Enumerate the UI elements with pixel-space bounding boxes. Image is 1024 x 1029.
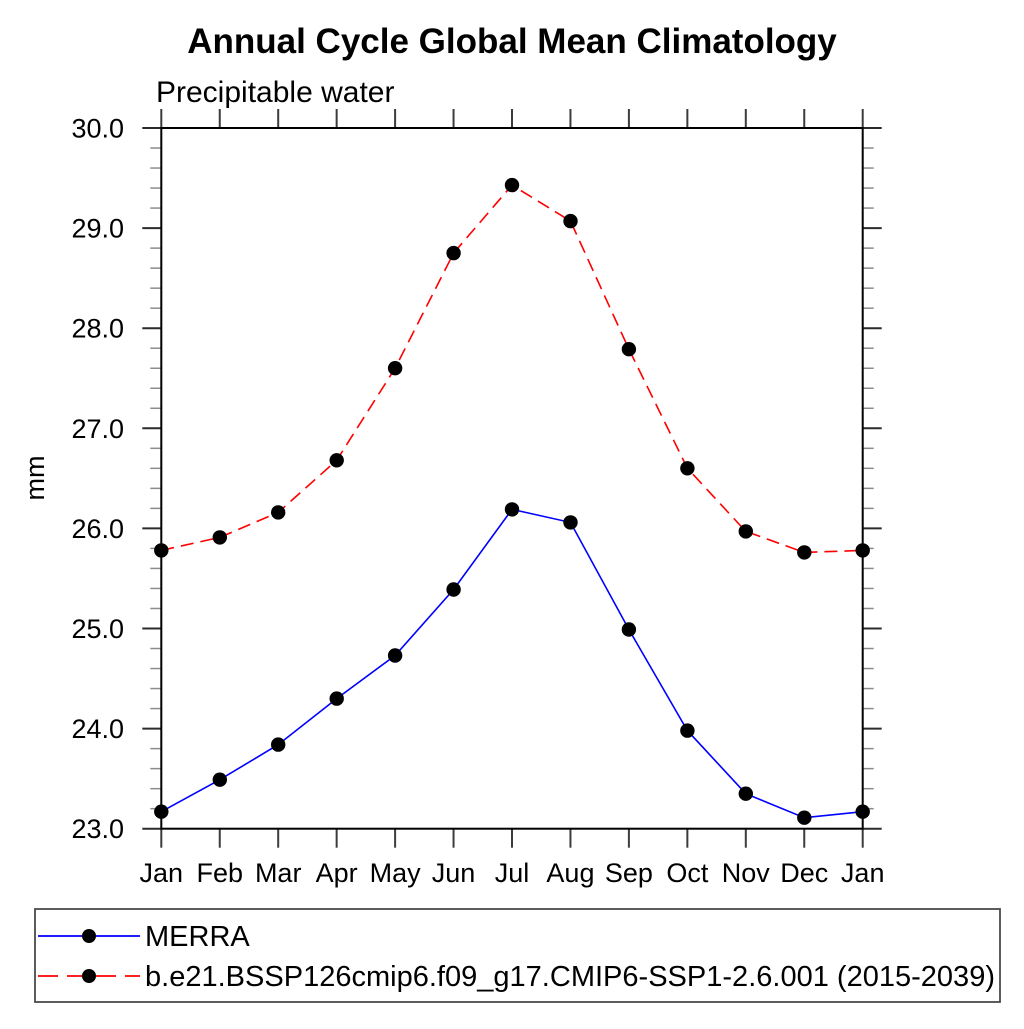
x-tick-labels: Jan Feb Mar Apr May Jun Jul Aug Sep Oct Nov Dec Jan bbox=[140, 858, 885, 888]
legend-label-merra: MERRA bbox=[145, 921, 250, 953]
legend-marker-icon bbox=[82, 969, 96, 983]
series-0-line bbox=[160, 508, 863, 819]
chart-subtitle: Precipitable water bbox=[156, 76, 394, 109]
series-0-marker bbox=[504, 502, 520, 517]
data-series bbox=[154, 177, 870, 825]
y-tick-label: 26.0 bbox=[71, 514, 124, 544]
series-0-marker bbox=[212, 772, 227, 787]
plot-frame bbox=[160, 127, 864, 830]
series-1-marker bbox=[504, 177, 520, 193]
legend-box bbox=[34, 908, 1001, 1003]
series-1-marker bbox=[621, 342, 637, 357]
chart-title: Annual Cycle Global Mean Climatology bbox=[187, 22, 837, 61]
series-0-marker bbox=[797, 810, 812, 825]
x-month-label: Mar bbox=[255, 858, 302, 888]
series-1-marker bbox=[271, 505, 286, 520]
x-month-label: Jul bbox=[495, 858, 530, 888]
series-1-marker bbox=[387, 361, 403, 376]
series-0-marker bbox=[738, 786, 753, 801]
series-0-marker bbox=[154, 804, 169, 819]
series-1-marker bbox=[797, 545, 812, 560]
x-month-label: Jan bbox=[841, 858, 885, 888]
y-tick-label: 30.0 bbox=[71, 114, 124, 144]
series-0-marker bbox=[271, 737, 286, 752]
y-tick-labels: 30.0 29.0 28.0 27.0 26.0 25.0 24.0 23.0 bbox=[71, 114, 124, 845]
series-1-marker bbox=[154, 543, 169, 558]
y-axis-unit-label: mm bbox=[20, 456, 50, 501]
series-1-marker bbox=[738, 524, 753, 539]
series-1-marker bbox=[329, 453, 344, 468]
x-month-label: Feb bbox=[196, 858, 243, 888]
series-1-line bbox=[161, 184, 863, 554]
y-tick-label: 28.0 bbox=[71, 314, 124, 344]
series-1-marker bbox=[446, 245, 461, 261]
x-month-label: Nov bbox=[722, 858, 771, 888]
x-month-label: Aug bbox=[546, 858, 594, 888]
x-month-label: Jan bbox=[140, 858, 184, 888]
y-tick-label: 29.0 bbox=[71, 214, 124, 244]
legend-marker-icon bbox=[82, 929, 96, 943]
series-0-marker bbox=[855, 804, 870, 819]
x-month-label: Dec bbox=[780, 858, 828, 888]
series-1-marker bbox=[212, 530, 227, 545]
series-0-marker bbox=[446, 582, 461, 597]
y-tick-label: 23.0 bbox=[71, 814, 124, 844]
series-1-marker bbox=[680, 461, 695, 476]
series-1-marker bbox=[855, 543, 870, 558]
series-0-marker bbox=[387, 648, 403, 663]
y-tick-label: 25.0 bbox=[71, 614, 124, 644]
series-0-marker bbox=[329, 691, 344, 706]
y-tick-label: 24.0 bbox=[71, 714, 124, 744]
x-month-label: Sep bbox=[605, 858, 653, 888]
x-month-label: May bbox=[370, 858, 422, 888]
series-0-marker bbox=[680, 723, 695, 738]
x-month-label: Jun bbox=[432, 858, 476, 888]
series-0-marker bbox=[621, 622, 637, 637]
series-0-marker bbox=[563, 515, 578, 530]
y-tick-label: 27.0 bbox=[71, 414, 124, 444]
x-month-label: Oct bbox=[666, 858, 709, 888]
legend-label-model: b.e21.BSSP126cmip6.f09_g17.CMIP6-SSP1-2.… bbox=[145, 961, 995, 993]
x-month-label: Apr bbox=[316, 858, 358, 888]
axis-ticks bbox=[142, 109, 882, 848]
legend: MERRA b.e21.BSSP126cmip6.f09_g17.CMIP6-S… bbox=[34, 908, 1001, 1003]
series-1-marker bbox=[563, 213, 578, 229]
